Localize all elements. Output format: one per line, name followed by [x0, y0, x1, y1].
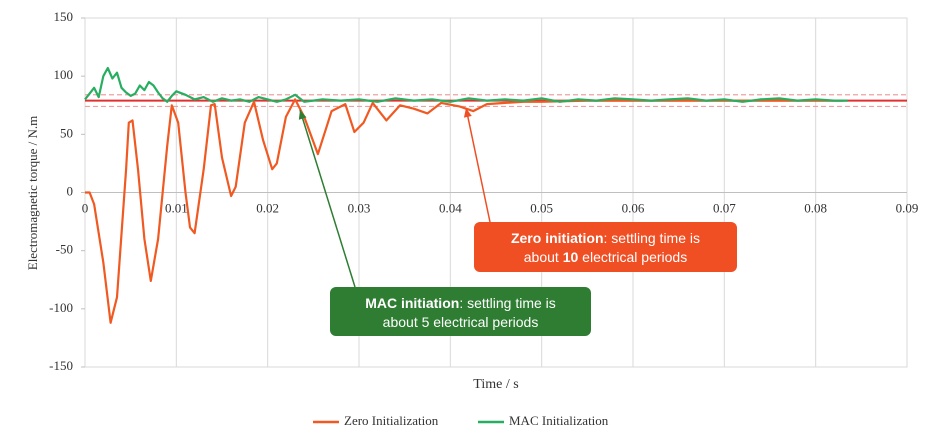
x-tick-label: 0.02: [256, 200, 279, 215]
annotation-segment: : settling time is: [604, 230, 700, 246]
annotation-text: about 10 electrical periods: [524, 249, 687, 265]
annotation-box: [474, 222, 737, 272]
annotation-segment: 10: [563, 249, 579, 265]
x-tick-label: 0.04: [439, 200, 462, 215]
arrow-head: [463, 108, 472, 118]
annotation-arrow: [299, 109, 356, 288]
x-tick-label: 0.01: [165, 200, 188, 215]
x-tick-label: 0.07: [713, 200, 736, 215]
y-tick-label: 50: [60, 125, 73, 140]
annotation-segment: Zero initiation: [511, 230, 604, 246]
annotation-segment: : settling time is: [459, 295, 555, 311]
annotation-segment: about: [524, 249, 563, 265]
x-axis-title: Time / s: [473, 377, 518, 392]
annotation-text: Zero initiation: settling time is: [511, 230, 700, 246]
annotation-segment: about 5 electrical periods: [383, 314, 539, 330]
legend-label: Zero Initialization: [344, 413, 439, 428]
annotation-text: about 5 electrical periods: [383, 314, 539, 330]
y-tick-label: -50: [56, 242, 73, 257]
x-tick-label: 0.09: [896, 200, 919, 215]
series-line: [85, 98, 844, 324]
annotation-arrow: [465, 107, 491, 223]
annotation-segment: electrical periods: [578, 249, 687, 265]
y-axis-title: Electromagnetic torque / N.m: [25, 116, 40, 271]
x-tick-label: 0.06: [622, 200, 645, 215]
annotation-segment: MAC initiation: [365, 295, 459, 311]
y-tick-label: -150: [49, 358, 73, 373]
x-tick-label: 0.03: [348, 200, 371, 215]
y-tick-label: -100: [49, 300, 73, 315]
y-tick-label: 100: [54, 67, 74, 82]
annotation-text: MAC initiation: settling time is: [365, 295, 556, 311]
arrow-head: [298, 110, 307, 120]
legend-label: MAC Initialization: [509, 413, 609, 428]
series-line: [84, 66, 848, 103]
y-tick-label: 0: [67, 183, 74, 198]
annotation-box: [330, 287, 591, 336]
x-tick-label: 0.08: [804, 200, 827, 215]
x-tick-label: 0.05: [530, 200, 553, 215]
x-tick-label: 0: [82, 200, 89, 215]
y-tick-label: 150: [54, 9, 74, 24]
